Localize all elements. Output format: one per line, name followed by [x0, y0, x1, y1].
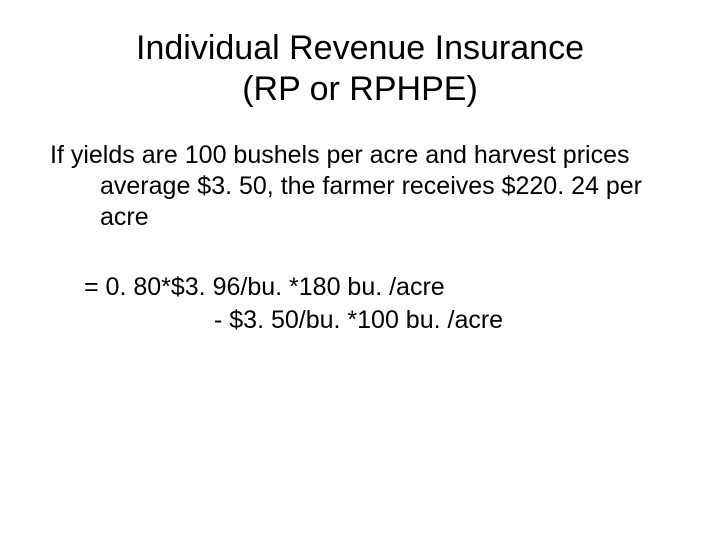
- equation-line-2: - $3. 50/bu. *100 bu. /acre: [214, 304, 670, 337]
- body-paragraph: If yields are 100 bushels per acre and h…: [50, 140, 670, 234]
- title-line-2: (RP or RPHPE): [242, 70, 478, 108]
- title-line-1: Individual Revenue Insurance: [136, 29, 584, 67]
- slide-title: Individual Revenue Insurance (RP or RPHP…: [50, 28, 670, 110]
- equation-block: = 0. 80*$3. 96/bu. *180 bu. /acre - $3. …: [84, 271, 670, 336]
- equation-line-1: = 0. 80*$3. 96/bu. *180 bu. /acre: [84, 271, 670, 304]
